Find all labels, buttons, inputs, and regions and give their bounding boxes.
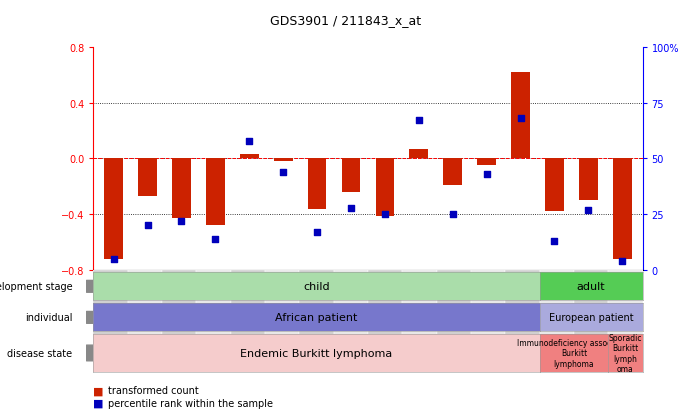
Bar	[545, 159, 564, 212]
Bar	[307, 159, 326, 209]
Bar	[613, 159, 632, 259]
Text: Sporadic
Burkitt
lymph
oma: Sporadic Burkitt lymph oma	[609, 333, 642, 373]
Bar	[410, 149, 428, 159]
Bar	[104, 159, 123, 259]
Bar	[274, 159, 292, 162]
Text: Immunodeficiency associated
Burkitt
lymphoma: Immunodeficiency associated Burkitt lymp…	[517, 338, 631, 368]
Bar	[402, 271, 437, 351]
Point	[142, 223, 153, 229]
Point	[515, 116, 526, 122]
Bar	[368, 271, 402, 351]
Text: child: child	[303, 282, 330, 292]
Text: ■: ■	[93, 385, 104, 395]
Point	[108, 256, 119, 263]
Bar	[341, 159, 360, 192]
Text: African patient: African patient	[275, 313, 358, 323]
Point	[346, 205, 357, 211]
Text: disease state: disease state	[8, 348, 73, 358]
Bar	[574, 271, 608, 351]
Bar	[196, 271, 231, 351]
Bar	[608, 271, 643, 351]
Point	[583, 207, 594, 214]
Text: adult: adult	[577, 282, 605, 292]
Bar	[579, 159, 598, 201]
Text: individual: individual	[25, 313, 73, 323]
Text: percentile rank within the sample: percentile rank within the sample	[108, 398, 274, 408]
Point	[617, 258, 628, 265]
Bar	[206, 159, 225, 226]
Bar	[265, 271, 299, 351]
Bar	[540, 271, 574, 351]
Text: Endemic Burkitt lymphoma: Endemic Burkitt lymphoma	[240, 348, 392, 358]
Point	[379, 211, 390, 218]
Bar	[240, 155, 258, 159]
Text: GDS3901 / 211843_x_at: GDS3901 / 211843_x_at	[270, 14, 421, 27]
Bar	[437, 271, 471, 351]
Point	[278, 169, 289, 176]
Bar	[172, 159, 191, 219]
Point	[549, 238, 560, 245]
Bar	[477, 159, 496, 166]
Polygon shape	[86, 277, 102, 297]
Point	[244, 138, 255, 145]
Bar	[299, 271, 334, 351]
Bar	[138, 159, 157, 197]
Point	[447, 211, 458, 218]
Bar	[93, 271, 128, 351]
Bar	[505, 271, 540, 351]
Bar	[471, 271, 505, 351]
Text: development stage: development stage	[0, 282, 73, 292]
Bar	[231, 271, 265, 351]
Point	[413, 118, 424, 124]
Bar	[444, 159, 462, 185]
Bar	[334, 271, 368, 351]
Point	[312, 229, 323, 236]
Polygon shape	[86, 308, 102, 328]
Bar	[162, 271, 196, 351]
Bar	[376, 159, 395, 216]
Text: ■: ■	[93, 398, 104, 408]
Point	[210, 236, 221, 242]
Point	[481, 171, 492, 178]
Point	[176, 218, 187, 225]
Polygon shape	[86, 340, 102, 366]
Bar	[128, 271, 162, 351]
Text: transformed count: transformed count	[108, 385, 199, 395]
Bar	[511, 73, 530, 159]
Text: European patient: European patient	[549, 313, 634, 323]
